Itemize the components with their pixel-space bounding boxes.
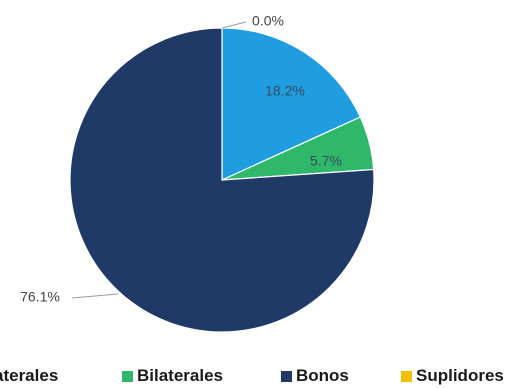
data-label-suplidores: 0.0% [252,13,284,29]
legend-label-suplidores: Suplidores [416,366,504,385]
pie-svg: 18.2% 5.7% 76.1% 0.0% [20,13,375,333]
leader-line-bonos [71,293,119,299]
leader-line-suplidores [221,21,247,29]
legend-swatch-bilaterales [122,370,133,382]
legend-item-suplidores: Suplidores [401,366,504,386]
pie-slice-multilaterales [221,27,362,181]
legend-label-bilaterales: Bilaterales [137,366,223,385]
legend: aterales Bilaterales Bonos Suplidores [0,360,525,388]
data-label-bilaterales: 5.7% [310,153,342,169]
legend-item-bonos: Bonos [281,366,349,386]
legend-item-bilaterales: Bilaterales [122,366,223,386]
legend-label-bonos: Bonos [296,366,349,385]
data-label-multilaterales: 18.2% [265,83,305,99]
legend-swatch-suplidores [401,370,412,382]
legend-swatch-bonos [281,370,292,382]
legend-item-multilaterales: aterales [0,366,58,386]
pie-slice-bonos [69,27,375,333]
legend-label-multilaterales: aterales [0,366,59,385]
data-label-bonos: 76.1% [20,289,60,305]
